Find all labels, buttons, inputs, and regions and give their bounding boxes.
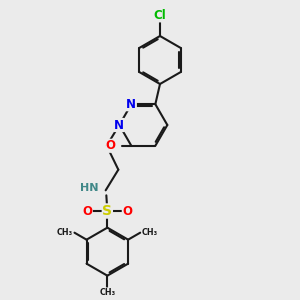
Text: O: O bbox=[106, 139, 116, 152]
Text: N: N bbox=[114, 118, 124, 131]
Text: CH₃: CH₃ bbox=[99, 288, 116, 297]
Text: S: S bbox=[102, 204, 112, 218]
Text: O: O bbox=[122, 205, 132, 218]
Text: N: N bbox=[126, 98, 136, 111]
Text: CH₃: CH₃ bbox=[142, 228, 158, 237]
Text: O: O bbox=[82, 205, 92, 218]
Text: CH₃: CH₃ bbox=[57, 228, 73, 237]
Text: HN: HN bbox=[80, 183, 98, 193]
Text: Cl: Cl bbox=[154, 9, 166, 22]
